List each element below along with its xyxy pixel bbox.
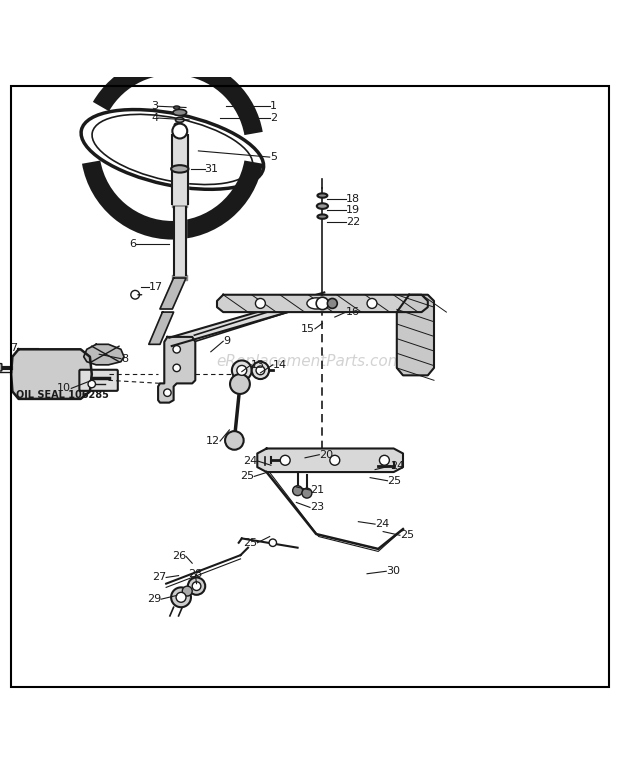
Ellipse shape [174,106,180,109]
Circle shape [255,298,265,308]
Circle shape [330,455,340,465]
Ellipse shape [317,193,327,198]
Circle shape [311,298,321,308]
Text: 25: 25 [388,475,402,485]
Text: 4: 4 [151,113,158,123]
Circle shape [230,374,250,394]
Circle shape [164,389,171,397]
Text: 17: 17 [149,282,163,292]
Circle shape [269,539,277,547]
Circle shape [192,582,201,591]
Circle shape [188,577,205,594]
Text: 6: 6 [130,239,136,249]
Ellipse shape [174,123,180,127]
Polygon shape [397,295,434,376]
Text: 26: 26 [172,551,186,561]
FancyBboxPatch shape [0,363,2,371]
Polygon shape [158,337,195,403]
Text: 13: 13 [251,359,265,369]
Ellipse shape [317,214,327,219]
Ellipse shape [317,203,328,209]
Polygon shape [169,292,327,346]
Ellipse shape [173,109,187,115]
Circle shape [256,366,265,375]
Circle shape [367,298,377,308]
Text: 7: 7 [11,343,17,353]
Text: 27: 27 [152,573,166,583]
Polygon shape [149,312,174,344]
Circle shape [225,431,244,450]
Text: eReplacementParts.com: eReplacementParts.com [216,354,404,369]
Circle shape [176,592,186,602]
Wedge shape [82,161,263,240]
Circle shape [252,362,269,379]
Text: 25: 25 [240,472,254,482]
Text: 2: 2 [270,113,277,123]
Polygon shape [84,344,124,365]
Circle shape [173,346,180,353]
Circle shape [316,298,329,310]
Text: 24: 24 [375,519,389,530]
Text: 1: 1 [270,101,277,111]
Text: 10: 10 [57,383,71,393]
Wedge shape [93,56,263,135]
Text: 22: 22 [346,216,360,226]
Polygon shape [160,278,186,309]
Text: 21: 21 [310,485,324,495]
Text: 14: 14 [273,359,287,369]
Polygon shape [11,349,92,399]
Text: 5: 5 [270,152,277,162]
Text: 19: 19 [346,206,360,216]
Text: 12: 12 [206,436,220,446]
Text: 24: 24 [243,456,257,466]
Ellipse shape [307,298,326,309]
Circle shape [88,380,95,388]
Circle shape [172,124,187,138]
Ellipse shape [81,110,264,189]
Text: 3: 3 [151,101,158,111]
Circle shape [293,485,303,495]
Ellipse shape [175,117,184,122]
Text: 20: 20 [319,450,334,460]
Circle shape [280,455,290,465]
Text: 29: 29 [147,594,161,604]
Circle shape [379,455,389,465]
Text: 31: 31 [205,164,219,174]
Text: 9: 9 [223,336,230,346]
Text: OIL SEAL 106285: OIL SEAL 106285 [16,390,108,400]
Polygon shape [217,295,428,312]
Text: 24: 24 [391,461,405,471]
Circle shape [173,364,180,372]
Circle shape [302,489,312,498]
Circle shape [232,360,252,380]
FancyBboxPatch shape [79,369,118,391]
Text: 23: 23 [310,502,324,512]
Circle shape [237,366,247,376]
Text: 25: 25 [400,530,414,540]
Text: 30: 30 [386,567,401,576]
Polygon shape [257,448,403,472]
Circle shape [171,587,191,608]
Text: 18: 18 [346,194,360,204]
Text: 28: 28 [188,570,202,579]
Circle shape [327,298,337,308]
Ellipse shape [171,165,188,172]
Text: 15: 15 [301,324,315,334]
Text: 8: 8 [121,353,128,363]
Text: 16: 16 [346,307,360,317]
Text: 25: 25 [243,538,257,548]
Circle shape [182,586,192,596]
